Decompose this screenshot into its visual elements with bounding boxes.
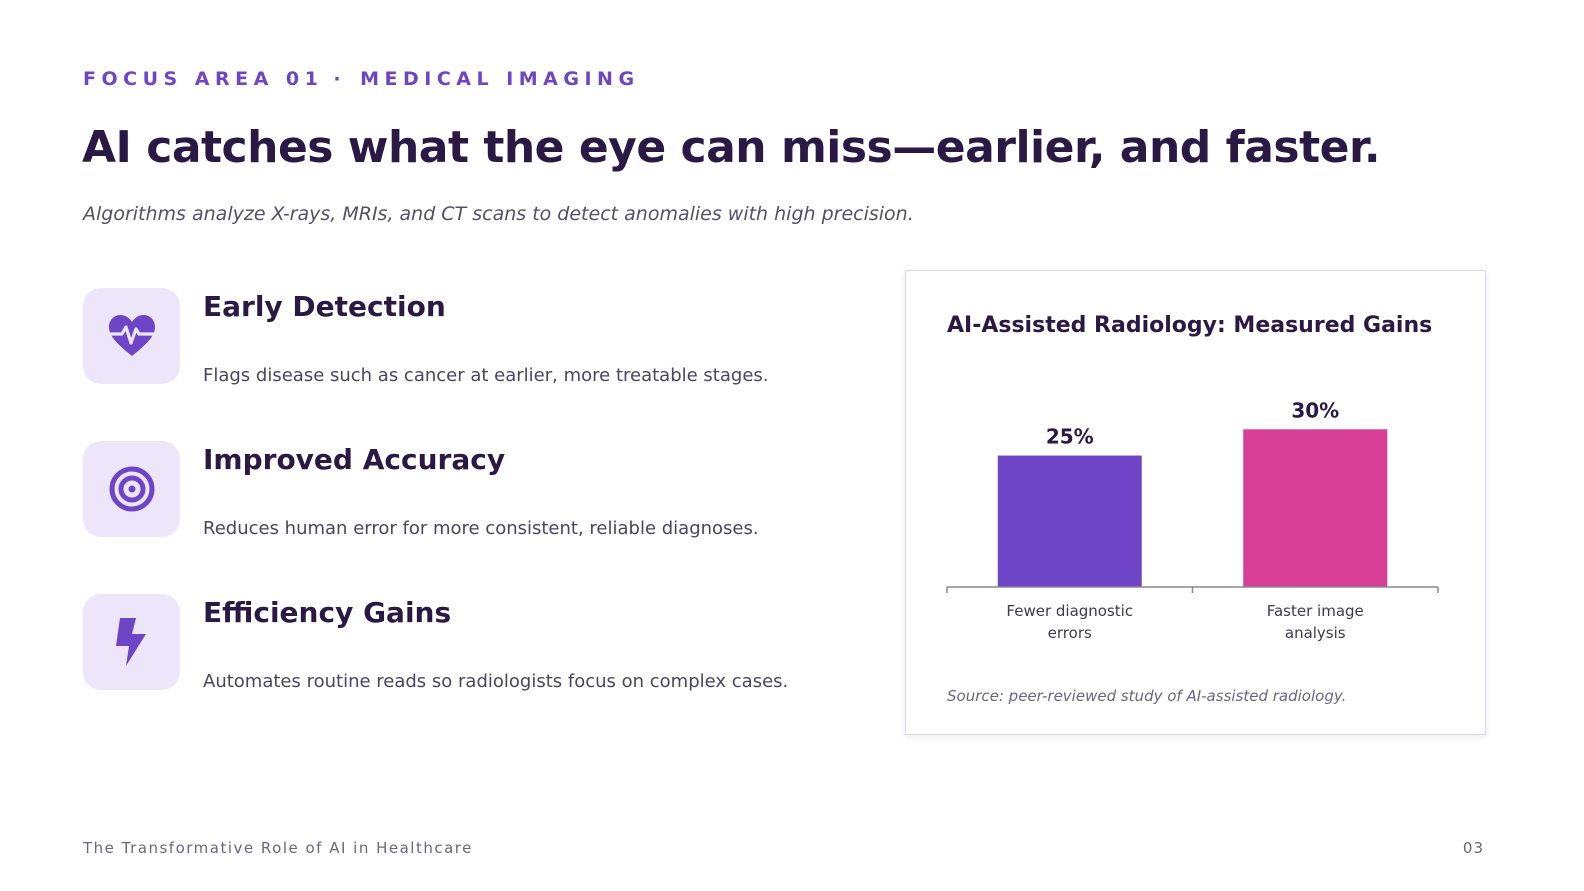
footer-page-number: 03 — [1462, 839, 1484, 857]
section-kicker: FOCUS AREA 01 · MEDICAL IMAGING — [83, 68, 640, 90]
kicker-area: FOCUS AREA 01 — [83, 68, 324, 90]
feature-efficiency-gains: Efficiency Gains Automates routine reads… — [83, 594, 863, 694]
feature-description: Flags disease such as cancer at earlier,… — [203, 365, 769, 386]
feature-title: Early Detection — [203, 290, 446, 323]
feature-improved-accuracy: Improved Accuracy Reduces human error fo… — [83, 441, 863, 541]
bar-chart: 25% Fewer diagnostic errors 30% Faster image… — [946, 398, 1439, 642]
feature-icon-box — [83, 441, 180, 537]
target-icon — [109, 466, 154, 512]
bar-2 — [1243, 429, 1388, 587]
heartbeat-icon — [106, 315, 157, 356]
bar-value-label: 30% — [1291, 398, 1339, 422]
footer-deck-title: The Transformative Role of AI in Healthc… — [83, 839, 473, 857]
bar-value-label: 25% — [1046, 425, 1094, 449]
chart-title: AI-Assisted Radiology: Measured Gains — [947, 313, 1433, 338]
feature-description: Automates routine reads so radiologists … — [203, 671, 789, 692]
feature-early-detection: Early Detection Flags disease such as ca… — [83, 288, 863, 388]
bar-1 — [997, 455, 1142, 587]
x-tick-label: Fewer diagnostic errors — [1006, 602, 1133, 642]
feature-title: Efficiency Gains — [203, 596, 452, 629]
page-subtitle: Algorithms analyze X-rays, MRIs, and CT … — [83, 203, 914, 225]
feature-icon-box — [83, 594, 180, 690]
page-title: AI catches what the eye can miss—earlier… — [82, 122, 1381, 173]
kicker-topic: MEDICAL IMAGING — [360, 68, 640, 90]
chart-card: AI-Assisted Radiology: Measured Gains 25… — [905, 270, 1486, 735]
x-tick-label: Faster image analysis — [1267, 602, 1364, 642]
lightning-bolt-icon — [115, 618, 146, 666]
feature-title: Improved Accuracy — [203, 443, 506, 476]
feature-icon-box — [83, 288, 180, 384]
kicker-separator: · — [333, 68, 347, 90]
feature-description: Reduces human error for more consistent,… — [203, 518, 759, 539]
chart-source: Source: peer-reviewed study of AI-assist… — [947, 687, 1347, 705]
